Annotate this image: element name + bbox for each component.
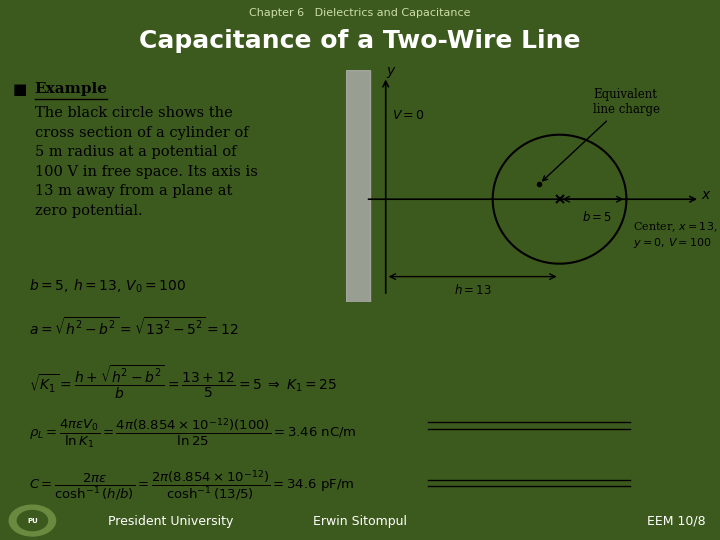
Text: $C = \dfrac{2\pi\varepsilon}{\cosh^{-1}(h/b)} = \dfrac{2\pi(8.854\times 10^{-12}: $C = \dfrac{2\pi\varepsilon}{\cosh^{-1}(… <box>29 468 354 502</box>
Text: Example: Example <box>35 82 107 96</box>
Text: $a = \sqrt{h^2 - b^2} = \sqrt{13^2 - 5^2} = 12$: $a = \sqrt{h^2 - b^2} = \sqrt{13^2 - 5^2… <box>29 316 239 338</box>
Text: Chapter 6   Dielectrics and Capacitance: Chapter 6 Dielectrics and Capacitance <box>249 9 471 18</box>
Text: $b = 5$: $b = 5$ <box>582 210 612 224</box>
Text: Center, $x = 13$,
$y = 0,\, V = 100$: Center, $x = 13$, $y = 0,\, V = 100$ <box>633 220 718 250</box>
Text: $b = 5,\, h = 13,\, V_0 = 100$: $b = 5,\, h = 13,\, V_0 = 100$ <box>29 278 186 295</box>
Text: Equivalent
line charge: Equivalent line charge <box>543 89 660 181</box>
Text: $x$: $x$ <box>701 188 712 202</box>
Text: ■: ■ <box>13 82 27 97</box>
Bar <box>346 70 369 302</box>
Text: $\sqrt{K_1} = \dfrac{h + \sqrt{h^2 - b^2}}{b} = \dfrac{13 + 12}{5} = 5 \;\Righta: $\sqrt{K_1} = \dfrac{h + \sqrt{h^2 - b^2… <box>29 364 337 401</box>
Text: The black circle shows the
cross section of a cylinder of
5 m radius at a potent: The black circle shows the cross section… <box>35 106 258 218</box>
Text: EEM 10/8: EEM 10/8 <box>647 515 706 528</box>
Circle shape <box>9 505 55 536</box>
Text: $V = 0$: $V = 0$ <box>392 109 426 122</box>
Text: $\rho_L = \dfrac{4\pi\varepsilon V_0}{\ln K_1} = \dfrac{4\pi(8.854\times 10^{-12: $\rho_L = \dfrac{4\pi\varepsilon V_0}{\l… <box>29 416 356 450</box>
Text: $y$: $y$ <box>386 65 397 80</box>
Text: Capacitance of a Two-Wire Line: Capacitance of a Two-Wire Line <box>139 29 581 53</box>
Text: PU: PU <box>27 517 37 524</box>
Text: $h = 13$: $h = 13$ <box>454 282 492 296</box>
Text: President University: President University <box>108 515 233 528</box>
Circle shape <box>17 510 48 531</box>
Text: Erwin Sitompul: Erwin Sitompul <box>313 515 407 528</box>
